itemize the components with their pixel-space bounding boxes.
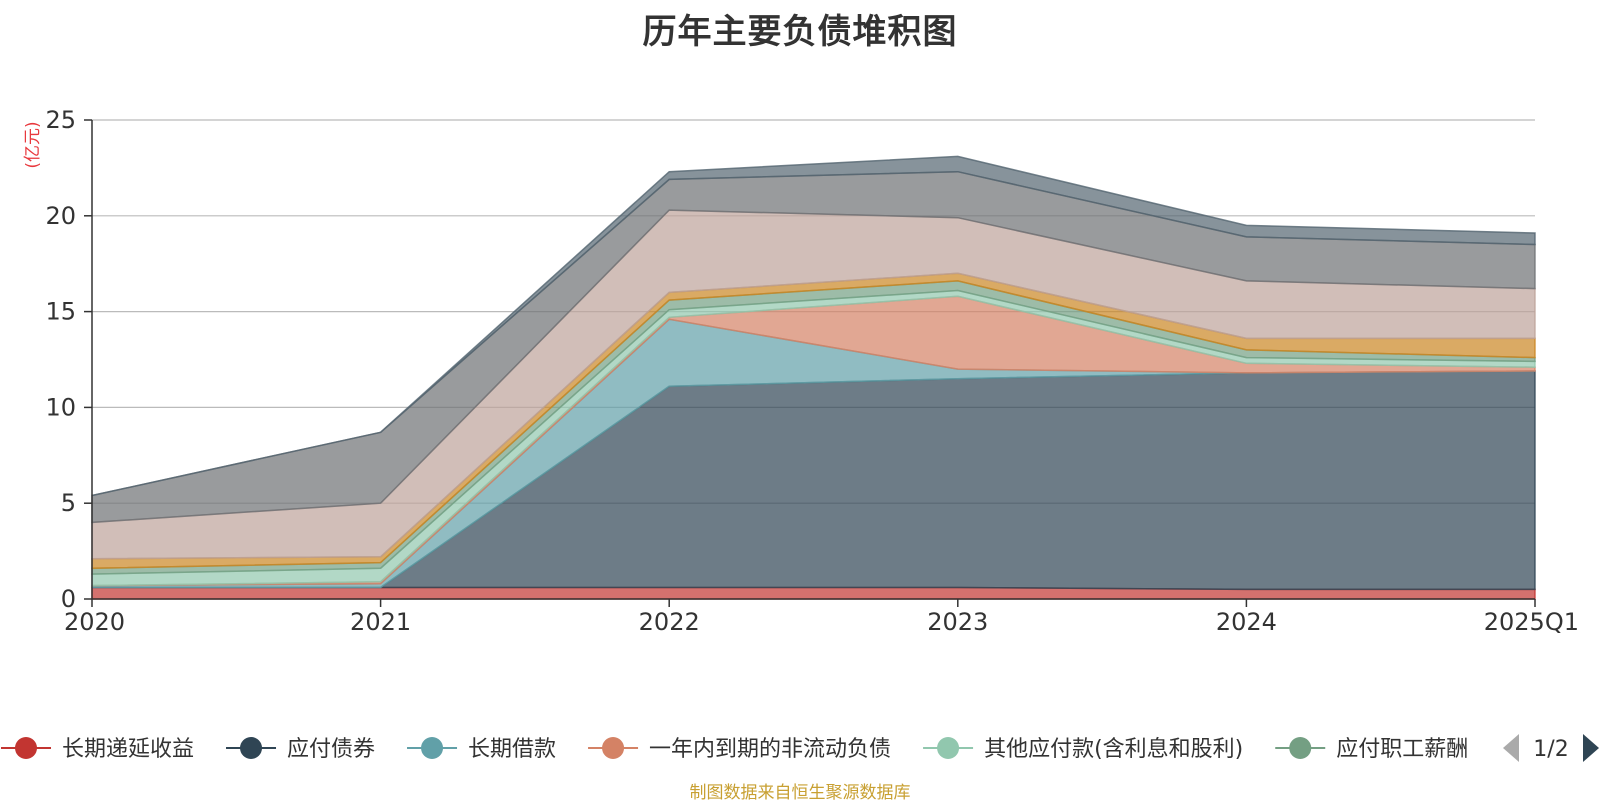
legend-item[interactable]: 应付债券 bbox=[226, 737, 375, 762]
chart-title: 历年主要负债堆积图 bbox=[642, 12, 958, 52]
x-tick-label: 2024 bbox=[1216, 608, 1277, 636]
legend-item[interactable]: 长期递延收益 bbox=[1, 737, 194, 762]
y-tick-label: 20 bbox=[45, 202, 76, 230]
legend-label: 长期递延收益 bbox=[62, 737, 194, 762]
legend-label: 长期借款 bbox=[468, 737, 556, 762]
legend-prev-icon[interactable] bbox=[1503, 734, 1519, 762]
legend-marker-icon bbox=[240, 737, 263, 759]
legend-label: 其他应付款(含利息和股利) bbox=[984, 737, 1243, 762]
legend-marker-icon bbox=[1289, 737, 1312, 759]
legend-label: 应付职工薪酬 bbox=[1336, 737, 1468, 762]
legend-marker-icon bbox=[937, 737, 960, 759]
legend-marker-icon bbox=[602, 737, 625, 759]
x-tick-label: 2023 bbox=[927, 608, 988, 636]
legend[interactable]: 长期递延收益 应付债券 长期借款 一年内到期的非流动负债 其他应付款(含利息和股利) 应付… bbox=[1, 737, 1468, 762]
x-tick-label: 2020 bbox=[64, 608, 125, 636]
data-source-note: 制图数据来自恒生聚源数据库 bbox=[689, 783, 911, 803]
x-tick-label: 2021 bbox=[350, 608, 411, 636]
legend-item[interactable]: 应付职工薪酬 bbox=[1275, 737, 1468, 762]
y-axis-unit-label: (亿元) bbox=[23, 121, 43, 168]
legend-pager[interactable]: 1/2 bbox=[1503, 734, 1599, 762]
axes: 0 5 10 15 20 25 2020 2021 2022 2023 2024 2025Q1 bbox=[45, 106, 1579, 636]
legend-item[interactable]: 一年内到期的非流动负债 bbox=[588, 737, 891, 762]
x-tick-label: 2022 bbox=[639, 608, 700, 636]
legend-label: 应付债券 bbox=[287, 737, 375, 762]
area-短期借款[interactable] bbox=[91, 155, 1536, 497]
legend-label: 一年内到期的非流动负债 bbox=[649, 737, 891, 762]
y-tick-label: 25 bbox=[45, 106, 76, 134]
y-tick-label: 10 bbox=[45, 393, 76, 421]
x-tick-label: 2025Q1 bbox=[1484, 608, 1579, 636]
legend-page-label: 1/2 bbox=[1533, 737, 1568, 762]
area-series bbox=[91, 155, 1536, 600]
legend-item[interactable]: 长期借款 bbox=[407, 737, 556, 762]
y-tick-label: 15 bbox=[45, 298, 76, 326]
legend-marker-icon bbox=[421, 737, 444, 759]
legend-item[interactable]: 其他应付款(含利息和股利) bbox=[923, 737, 1243, 762]
y-tick-label: 0 bbox=[61, 585, 76, 613]
legend-next-icon[interactable] bbox=[1583, 734, 1599, 762]
y-tick-label: 5 bbox=[61, 489, 76, 517]
legend-marker-icon bbox=[15, 737, 37, 759]
